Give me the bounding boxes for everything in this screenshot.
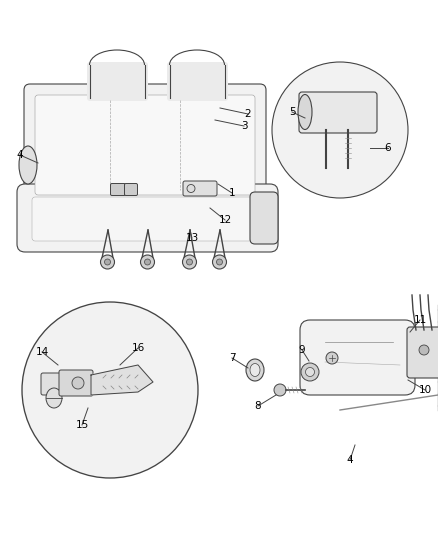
Circle shape	[183, 255, 197, 269]
Circle shape	[141, 255, 155, 269]
Text: 5: 5	[289, 107, 295, 117]
FancyBboxPatch shape	[183, 181, 217, 196]
FancyBboxPatch shape	[110, 183, 126, 196]
Circle shape	[187, 184, 195, 192]
Circle shape	[272, 62, 408, 198]
Text: 15: 15	[75, 420, 88, 430]
Text: 8: 8	[254, 401, 261, 411]
Circle shape	[22, 302, 198, 478]
FancyBboxPatch shape	[24, 84, 266, 206]
Text: 3: 3	[241, 121, 247, 131]
Text: 4: 4	[17, 150, 23, 160]
Text: 9: 9	[299, 345, 305, 355]
Text: 12: 12	[219, 215, 232, 225]
Circle shape	[301, 363, 319, 381]
FancyBboxPatch shape	[300, 320, 415, 395]
Ellipse shape	[250, 364, 260, 376]
FancyBboxPatch shape	[35, 95, 255, 195]
FancyBboxPatch shape	[250, 192, 278, 244]
Circle shape	[100, 255, 114, 269]
Ellipse shape	[19, 146, 37, 184]
Circle shape	[72, 377, 84, 389]
Text: 14: 14	[35, 347, 49, 357]
FancyBboxPatch shape	[41, 373, 67, 395]
FancyBboxPatch shape	[407, 327, 438, 378]
FancyBboxPatch shape	[167, 62, 228, 101]
Ellipse shape	[298, 94, 312, 130]
Text: 13: 13	[185, 233, 198, 243]
Text: 16: 16	[131, 343, 145, 353]
Circle shape	[419, 345, 429, 355]
Text: 1: 1	[229, 188, 235, 198]
Circle shape	[305, 367, 314, 376]
Ellipse shape	[246, 359, 264, 381]
FancyBboxPatch shape	[59, 370, 93, 396]
Ellipse shape	[46, 388, 62, 408]
Circle shape	[145, 259, 151, 265]
FancyBboxPatch shape	[32, 197, 263, 241]
Circle shape	[105, 259, 110, 265]
Text: 4: 4	[347, 455, 353, 465]
FancyBboxPatch shape	[87, 62, 148, 101]
Circle shape	[326, 352, 338, 364]
Circle shape	[187, 259, 192, 265]
Text: 6: 6	[385, 143, 391, 153]
Polygon shape	[91, 365, 153, 395]
Text: 11: 11	[413, 315, 427, 325]
Circle shape	[274, 384, 286, 396]
Circle shape	[216, 259, 223, 265]
Text: 2: 2	[245, 109, 251, 119]
Text: 10: 10	[418, 385, 431, 395]
Text: 7: 7	[229, 353, 235, 363]
FancyBboxPatch shape	[17, 184, 278, 252]
FancyBboxPatch shape	[299, 92, 377, 133]
Circle shape	[212, 255, 226, 269]
FancyBboxPatch shape	[124, 183, 138, 196]
